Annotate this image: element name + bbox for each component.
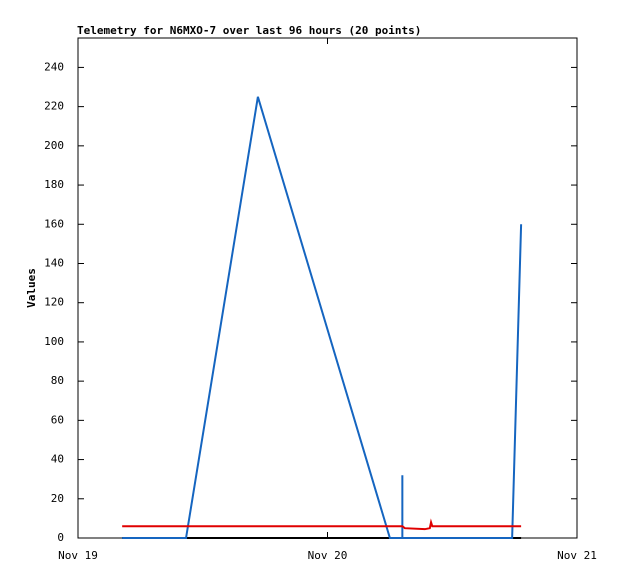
y-tick-label: 40	[51, 453, 64, 466]
series-line	[122, 518, 522, 531]
y-tick-label: 200	[44, 139, 64, 152]
y-tick-label: 220	[44, 100, 64, 113]
y-tick-label: 0	[57, 531, 64, 544]
x-tick-label: Nov 21	[557, 549, 597, 562]
series-line	[122, 96, 523, 539]
y-tick-label: 180	[44, 178, 64, 191]
y-tick-label: 240	[44, 60, 64, 73]
y-tick-label: 20	[51, 492, 64, 505]
y-tick-label: 140	[44, 256, 64, 269]
y-tick-label: 100	[44, 335, 64, 348]
y-axis-label: Values	[25, 268, 38, 308]
x-tick-label: Nov 20	[308, 549, 348, 562]
y-tick-label: 80	[51, 374, 64, 387]
chart-title: Telemetry for N6MXO-7 over last 96 hours…	[77, 24, 421, 37]
x-tick-label: Nov 19	[58, 549, 98, 562]
y-tick-label: 120	[44, 296, 64, 309]
y-tick-label: 160	[44, 217, 64, 230]
y-tick-label: 60	[51, 413, 64, 426]
